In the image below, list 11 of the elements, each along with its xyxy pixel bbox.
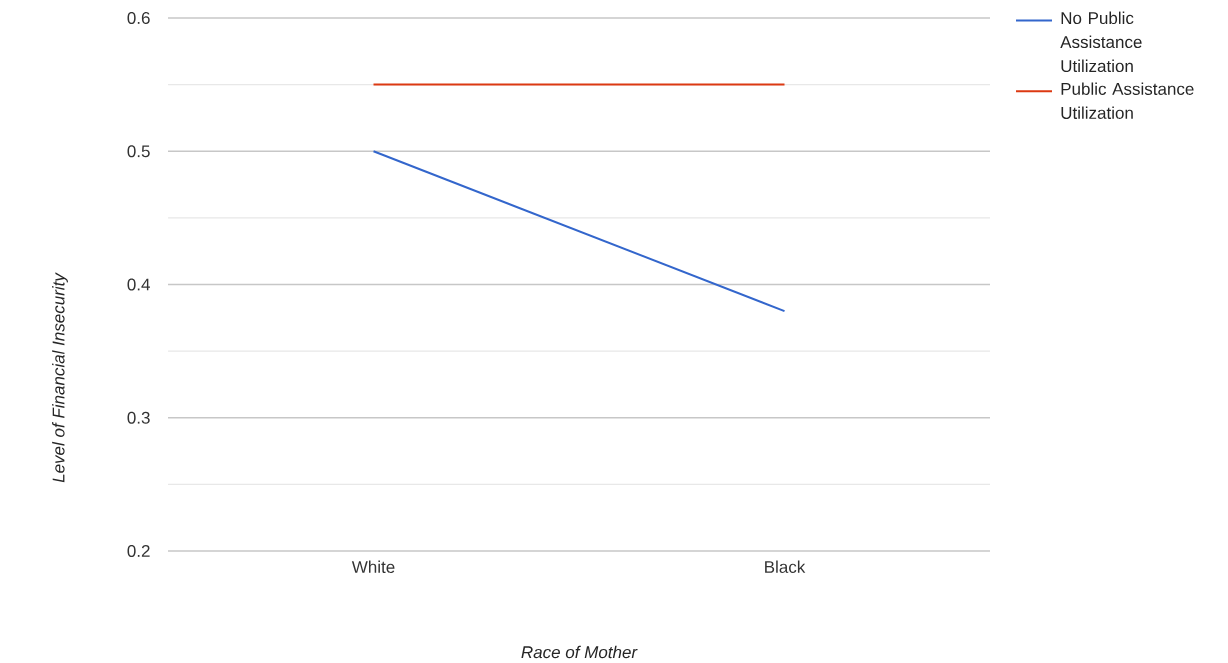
x-tick-label: Black xyxy=(765,560,806,574)
x-axis-title: Race of Mother xyxy=(521,645,638,659)
y-tick-label: 0.4 xyxy=(127,278,150,291)
y-tick-label: 0.5 xyxy=(127,145,150,158)
y-tick-label: 0.3 xyxy=(127,411,150,424)
legend-label: Public Assistance Utilization xyxy=(1061,82,1194,119)
y-axis-title: Level of Financial Insecurity xyxy=(52,272,68,483)
legend-label: No Public Assistance Utilization xyxy=(1060,11,1142,73)
x-tick-label: White xyxy=(351,560,395,574)
y-tick-label: 0.2 xyxy=(127,544,150,558)
y-tick-label: 0.6 xyxy=(127,11,150,25)
